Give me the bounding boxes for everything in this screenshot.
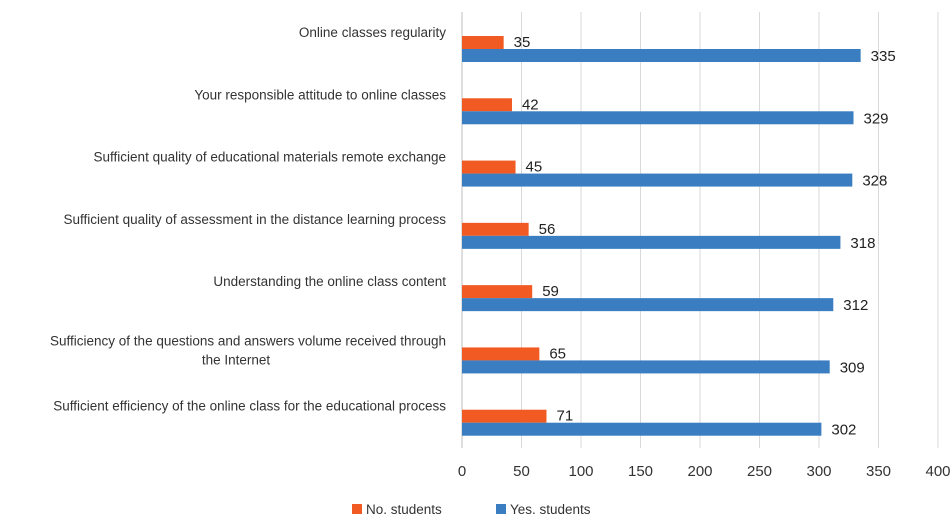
data-label-yes-students: 329 <box>864 110 889 127</box>
category-label: Sufficient quality of educational materi… <box>94 150 446 165</box>
x-tick-label: 350 <box>866 463 891 480</box>
category-label-line: the Internet <box>202 352 271 367</box>
bar-yes-students <box>462 360 830 374</box>
category-label: Your responsible attitude to online clas… <box>194 87 446 102</box>
category-label: Sufficient efficiency of the online clas… <box>53 399 446 414</box>
gridlines <box>461 12 939 448</box>
bar-yes-students <box>462 173 853 187</box>
bar-yes-students <box>462 422 822 436</box>
bar-yes-students <box>462 111 854 125</box>
legend-label-no-students: No. students <box>366 502 442 517</box>
x-tick-label: 400 <box>925 463 950 480</box>
bar-no-students <box>462 409 547 423</box>
x-axis-ticks: 0 50 100 150 200 250 300 350 400 <box>458 463 951 480</box>
category-label: Online classes regularity <box>299 25 446 40</box>
data-label-no-students: 42 <box>522 96 539 113</box>
bars <box>462 36 861 436</box>
legend-swatch-yes-students <box>496 504 506 514</box>
x-tick-label: 150 <box>628 463 653 480</box>
bar-yes-students <box>462 298 834 312</box>
data-label-yes-students: 312 <box>843 297 868 314</box>
category-label-line: Online classes regularity <box>299 25 446 40</box>
category-label: Sufficiency of the questions and answers… <box>50 333 446 367</box>
category-label-line: Understanding the online class content <box>213 274 446 289</box>
bar-no-students <box>462 98 512 112</box>
data-label-no-students: 45 <box>526 159 543 176</box>
data-label-no-students: 71 <box>556 408 573 425</box>
bar-no-students <box>462 347 540 361</box>
bar-no-students <box>462 285 533 299</box>
x-tick-label: 0 <box>458 463 466 480</box>
bar-yes-students <box>462 49 861 62</box>
data-label-no-students: 35 <box>514 34 531 51</box>
category-label-line: Sufficient quality of educational materi… <box>94 150 446 165</box>
data-label-no-students: 59 <box>542 283 559 300</box>
bar-no-students <box>462 160 516 174</box>
data-label-yes-students: 328 <box>862 173 887 190</box>
x-tick-label: 100 <box>568 463 593 480</box>
data-label-yes-students: 302 <box>831 422 856 439</box>
value-labels: 35 335 42 329 45 328 56 318 59 312 65 309 71 302 <box>514 34 896 439</box>
bar-no-students <box>462 222 529 236</box>
category-label-line: Sufficient efficiency of the online clas… <box>53 399 446 414</box>
legend: No. students Yes. students <box>352 502 591 517</box>
x-tick-label: 200 <box>687 463 712 480</box>
data-label-no-students: 56 <box>539 221 556 238</box>
data-label-yes-students: 309 <box>840 359 865 376</box>
category-label: Understanding the online class content <box>213 274 446 289</box>
legend-swatch-no-students <box>352 504 362 514</box>
category-labels: Online classes regularity Your responsibl… <box>50 25 446 414</box>
bar-no-students <box>462 36 504 49</box>
x-tick-label: 250 <box>747 463 772 480</box>
x-tick-label: 50 <box>513 463 530 480</box>
x-tick-label: 300 <box>806 463 831 480</box>
legend-label-yes-students: Yes. students <box>510 502 591 517</box>
category-label-line: Sufficient quality of assessment in the … <box>64 212 447 227</box>
category-label-line: Sufficiency of the questions and answers… <box>50 333 446 348</box>
data-label-no-students: 65 <box>549 345 566 362</box>
data-label-yes-students: 335 <box>871 48 896 65</box>
bar-yes-students <box>462 235 841 249</box>
category-label-line: Your responsible attitude to online clas… <box>194 87 446 102</box>
data-label-yes-students: 318 <box>850 235 875 252</box>
category-label: Sufficient quality of assessment in the … <box>64 212 447 227</box>
